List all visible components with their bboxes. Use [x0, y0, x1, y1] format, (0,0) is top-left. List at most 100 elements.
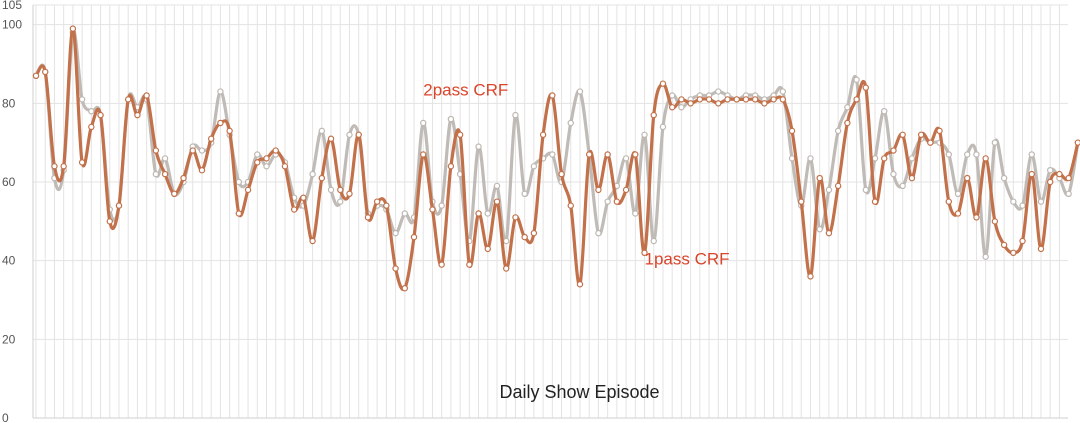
data-point-1pass-crf — [1000, 241, 1008, 249]
data-point-1pass-crf — [60, 163, 67, 170]
data-point-1pass-crf — [908, 174, 916, 182]
data-point-1pass-crf — [1046, 178, 1054, 186]
data-point-2pass-crf — [438, 202, 445, 209]
data-point-1pass-crf — [373, 198, 381, 205]
data-point-1pass-crf — [779, 96, 787, 103]
data-point-1pass-crf — [235, 210, 243, 217]
data-point-1pass-crf — [549, 92, 556, 99]
data-point-1pass-crf — [890, 147, 897, 154]
data-point-2pass-crf — [235, 178, 243, 186]
data-point-1pass-crf — [410, 233, 418, 241]
data-point-2pass-crf — [161, 155, 169, 162]
data-point-1pass-crf — [88, 123, 95, 131]
data-point-2pass-crf — [78, 96, 86, 103]
data-point-1pass-crf — [171, 190, 178, 197]
data-point-1pass-crf — [161, 170, 169, 178]
data-point-1pass-crf — [853, 96, 860, 103]
y-tick-label: 105 — [2, 0, 22, 12]
data-point-2pass-crf — [945, 151, 952, 158]
data-point-2pass-crf — [779, 88, 787, 95]
data-point-1pass-crf — [1010, 249, 1017, 256]
data-point-2pass-crf — [1010, 198, 1017, 205]
data-point-1pass-crf — [613, 198, 621, 205]
data-point-2pass-crf — [198, 147, 206, 154]
data-point-2pass-crf — [881, 107, 888, 115]
data-point-1pass-crf — [281, 163, 289, 170]
data-point-1pass-crf — [51, 163, 58, 170]
data-point-2pass-crf — [871, 155, 879, 162]
data-point-1pass-crf — [217, 119, 224, 127]
data-point-1pass-crf — [881, 155, 888, 162]
data-point-1pass-crf — [936, 127, 943, 135]
data-point-2pass-crf — [659, 123, 667, 131]
data-point-1pass-crf — [622, 186, 630, 194]
data-point-1pass-crf — [825, 229, 833, 237]
data-point-2pass-crf — [530, 163, 538, 170]
data-point-1pass-crf — [401, 285, 408, 292]
data-point-2pass-crf — [668, 92, 676, 99]
data-point-2pass-crf — [392, 229, 399, 237]
data-point-2pass-crf — [576, 88, 584, 95]
data-point-1pass-crf — [742, 96, 750, 103]
data-point-1pass-crf — [899, 131, 906, 138]
data-point-1pass-crf — [392, 265, 399, 272]
data-point-1pass-crf — [521, 233, 528, 241]
data-point-1pass-crf — [668, 104, 676, 111]
data-point-2pass-crf — [475, 143, 482, 150]
data-point-1pass-crf — [1074, 139, 1080, 146]
data-point-1pass-crf — [834, 182, 842, 190]
data-point-2pass-crf — [1046, 166, 1054, 174]
data-point-2pass-crf — [1065, 190, 1072, 197]
data-point-2pass-crf — [899, 182, 906, 190]
data-point-1pass-crf — [447, 163, 455, 170]
data-point-1pass-crf — [798, 198, 805, 205]
data-point-1pass-crf — [309, 237, 316, 245]
data-point-2pass-crf — [337, 198, 344, 205]
y-tick-label: 80 — [2, 96, 16, 110]
labels: 2pass CRF 1pass CRF Daily Show Episode — [423, 80, 729, 402]
data-point-2pass-crf — [217, 88, 224, 95]
data-point-1pass-crf — [687, 100, 694, 107]
y-tick-label: 0 — [2, 411, 9, 423]
data-point-1pass-crf — [604, 151, 611, 158]
data-point-1pass-crf — [696, 96, 704, 103]
data-point-2pass-crf — [401, 210, 408, 217]
data-point-1pass-crf — [816, 174, 823, 182]
x-axis-label: Daily Show Episode — [499, 382, 659, 402]
data-point-2pass-crf — [678, 104, 685, 111]
data-point-2pass-crf — [447, 115, 455, 123]
data-point-2pass-crf — [567, 119, 574, 127]
data-point-2pass-crf — [982, 253, 989, 260]
data-point-1pass-crf — [586, 151, 593, 158]
data-point-2pass-crf — [254, 151, 261, 158]
data-point-1pass-crf — [152, 147, 160, 154]
data-point-1pass-crf — [530, 229, 538, 237]
data-point-1pass-crf — [862, 84, 870, 91]
data-point-2pass-crf — [1000, 174, 1008, 182]
data-point-2pass-crf — [788, 155, 796, 162]
data-point-1pass-crf — [226, 127, 233, 135]
data-point-2pass-crf — [549, 151, 556, 158]
y-tick-label: 100 — [2, 18, 22, 32]
data-point-1pass-crf — [678, 96, 685, 103]
data-point-1pass-crf — [244, 186, 252, 194]
data-point-2pass-crf — [973, 151, 980, 158]
data-point-1pass-crf — [733, 96, 740, 103]
data-point-1pass-crf — [724, 96, 731, 103]
data-point-1pass-crf — [429, 206, 436, 213]
data-point-2pass-crf — [853, 76, 860, 83]
data-point-1pass-crf — [788, 127, 796, 135]
data-point-1pass-crf — [198, 166, 206, 174]
data-point-1pass-crf — [438, 261, 445, 268]
data-point-1pass-crf — [770, 96, 777, 103]
data-point-1pass-crf — [917, 131, 925, 138]
data-point-1pass-crf — [337, 186, 344, 194]
data-point-2pass-crf — [807, 155, 814, 162]
data-point-2pass-crf — [816, 225, 823, 233]
data-point-2pass-crf — [622, 155, 630, 162]
data-point-2pass-crf — [715, 88, 722, 95]
data-point-2pass-crf — [263, 163, 270, 170]
data-point-2pass-crf — [346, 131, 353, 138]
data-point-1pass-crf — [659, 80, 667, 87]
